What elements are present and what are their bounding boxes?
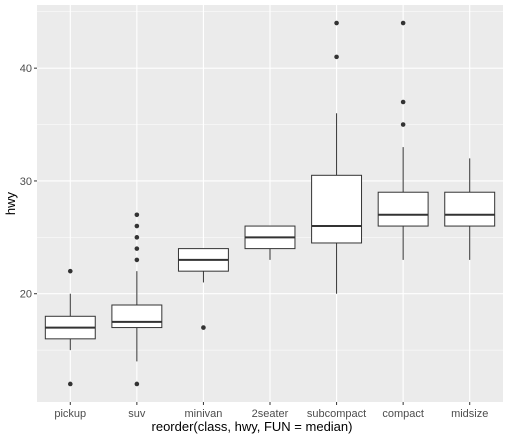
- box-pickup: [44, 268, 96, 387]
- outlier-point: [400, 20, 406, 26]
- box-body: [377, 191, 429, 227]
- box-body: [444, 191, 496, 227]
- outlier-point: [134, 246, 140, 251]
- y-tick-label: 40: [20, 63, 32, 75]
- x-tick-label: subcompact: [307, 408, 366, 420]
- x-tick-label: pickup: [54, 408, 86, 420]
- y-tick-label: 30: [20, 176, 32, 188]
- outlier-point: [400, 122, 406, 127]
- box-minivan: [177, 248, 229, 330]
- outlier-point: [134, 257, 140, 263]
- box-body: [111, 304, 163, 329]
- boxes: [44, 20, 496, 387]
- outlier-point: [134, 381, 140, 387]
- box-body: [311, 174, 363, 244]
- outlier-point: [334, 54, 339, 60]
- x-tick-label: compact: [382, 408, 424, 420]
- box-midsize: [444, 158, 496, 260]
- y-tick-label: 20: [20, 289, 32, 301]
- x-tick-label: minivan: [184, 408, 222, 420]
- x-axis-title: reorder(class, hwy, FUN = median): [152, 419, 353, 434]
- outlier-point: [134, 235, 140, 240]
- x-tick-label: 2seater: [252, 408, 289, 420]
- x-tick-labels: pickup suv minivan 2seater subcompact compact…: [54, 402, 488, 420]
- box-subcompact: [311, 20, 363, 294]
- x-tick-label: midsize: [451, 408, 488, 420]
- x-tick-label: suv: [128, 408, 146, 420]
- outlier-point: [134, 223, 140, 229]
- box-compact: [377, 20, 429, 260]
- y-tick-labels: 20 30 40: [20, 63, 37, 301]
- outlier-point: [67, 381, 73, 387]
- box-suv: [111, 212, 163, 387]
- outlier-point: [201, 325, 206, 330]
- outlier-point: [134, 212, 140, 218]
- y-axis-title: hwy: [3, 191, 18, 215]
- box-2seater: [244, 225, 296, 260]
- outlier-point: [400, 99, 406, 105]
- outlier-point: [334, 20, 339, 26]
- outlier-point: [67, 268, 73, 274]
